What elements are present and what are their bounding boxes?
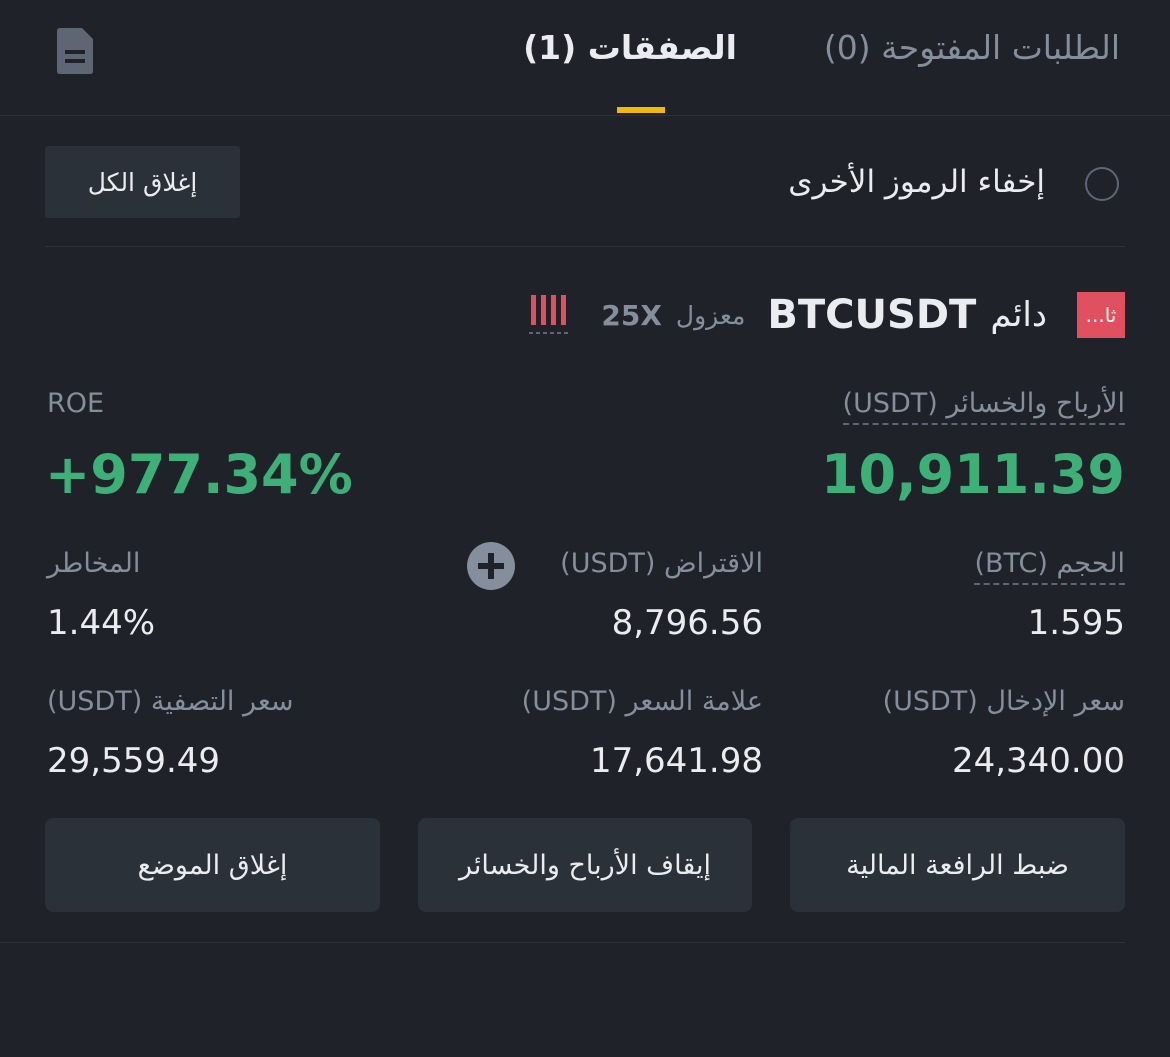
symbol-row: دائم BTCUSDT معزول 25X bbox=[529, 288, 1047, 342]
separator bbox=[0, 115, 1170, 116]
document-icon[interactable] bbox=[55, 27, 95, 75]
hide-other-symbols[interactable]: إخفاء الرموز الأخرى bbox=[788, 164, 1045, 200]
roe-label: ROE bbox=[47, 388, 105, 419]
entry-label: سعر الإدخال (USDT) bbox=[882, 686, 1125, 717]
risk-label: المخاطر bbox=[47, 548, 141, 579]
liq-value: 29,559.49 bbox=[47, 741, 221, 781]
side-badge: ثا... bbox=[1077, 292, 1125, 338]
close-all-button[interactable]: إغلاق الكل bbox=[45, 146, 240, 218]
borrow-value: 8,796.56 bbox=[611, 603, 763, 643]
tab-positions[interactable]: الصفقات (1) bbox=[523, 28, 737, 67]
leverage: 25X bbox=[601, 298, 662, 332]
adl-indicator bbox=[529, 295, 570, 334]
borrow-label: الاقتراض (USDT) bbox=[560, 548, 763, 579]
liq-label: سعر التصفية (USDT) bbox=[47, 686, 294, 717]
pnl-label: الأرباح والخسائر (USDT) bbox=[842, 388, 1125, 425]
pnl-value: 10,911.39 bbox=[820, 443, 1125, 506]
add-borrow-icon[interactable] bbox=[467, 542, 517, 592]
mark-value: 17,641.98 bbox=[589, 741, 763, 781]
margin-mode: معزول bbox=[675, 300, 746, 330]
symbol: BTCUSDT bbox=[767, 292, 977, 338]
size-label: الحجم (BTC) bbox=[974, 548, 1125, 585]
close-position-button[interactable]: إغلاق الموضع bbox=[45, 818, 380, 912]
size-value: 1.595 bbox=[1027, 603, 1125, 643]
radio[interactable] bbox=[1085, 167, 1119, 201]
entry-value: 24,340.00 bbox=[951, 741, 1125, 781]
roe-value: +977.34% bbox=[45, 443, 353, 506]
separator bbox=[45, 246, 1125, 247]
separator bbox=[0, 942, 1125, 943]
contract-type: دائم bbox=[990, 295, 1047, 335]
adjust-leverage-button[interactable]: ضبط الرافعة المالية bbox=[790, 818, 1125, 912]
active-tab-indicator bbox=[617, 107, 665, 113]
mark-label: علامة السعر (USDT) bbox=[521, 686, 763, 717]
risk-value: 1.44% bbox=[47, 603, 156, 643]
tab-open-orders[interactable]: الطلبات المفتوحة (0) bbox=[823, 28, 1120, 67]
tp-sl-button[interactable]: إيقاف الأرباح والخسائر bbox=[418, 818, 752, 912]
